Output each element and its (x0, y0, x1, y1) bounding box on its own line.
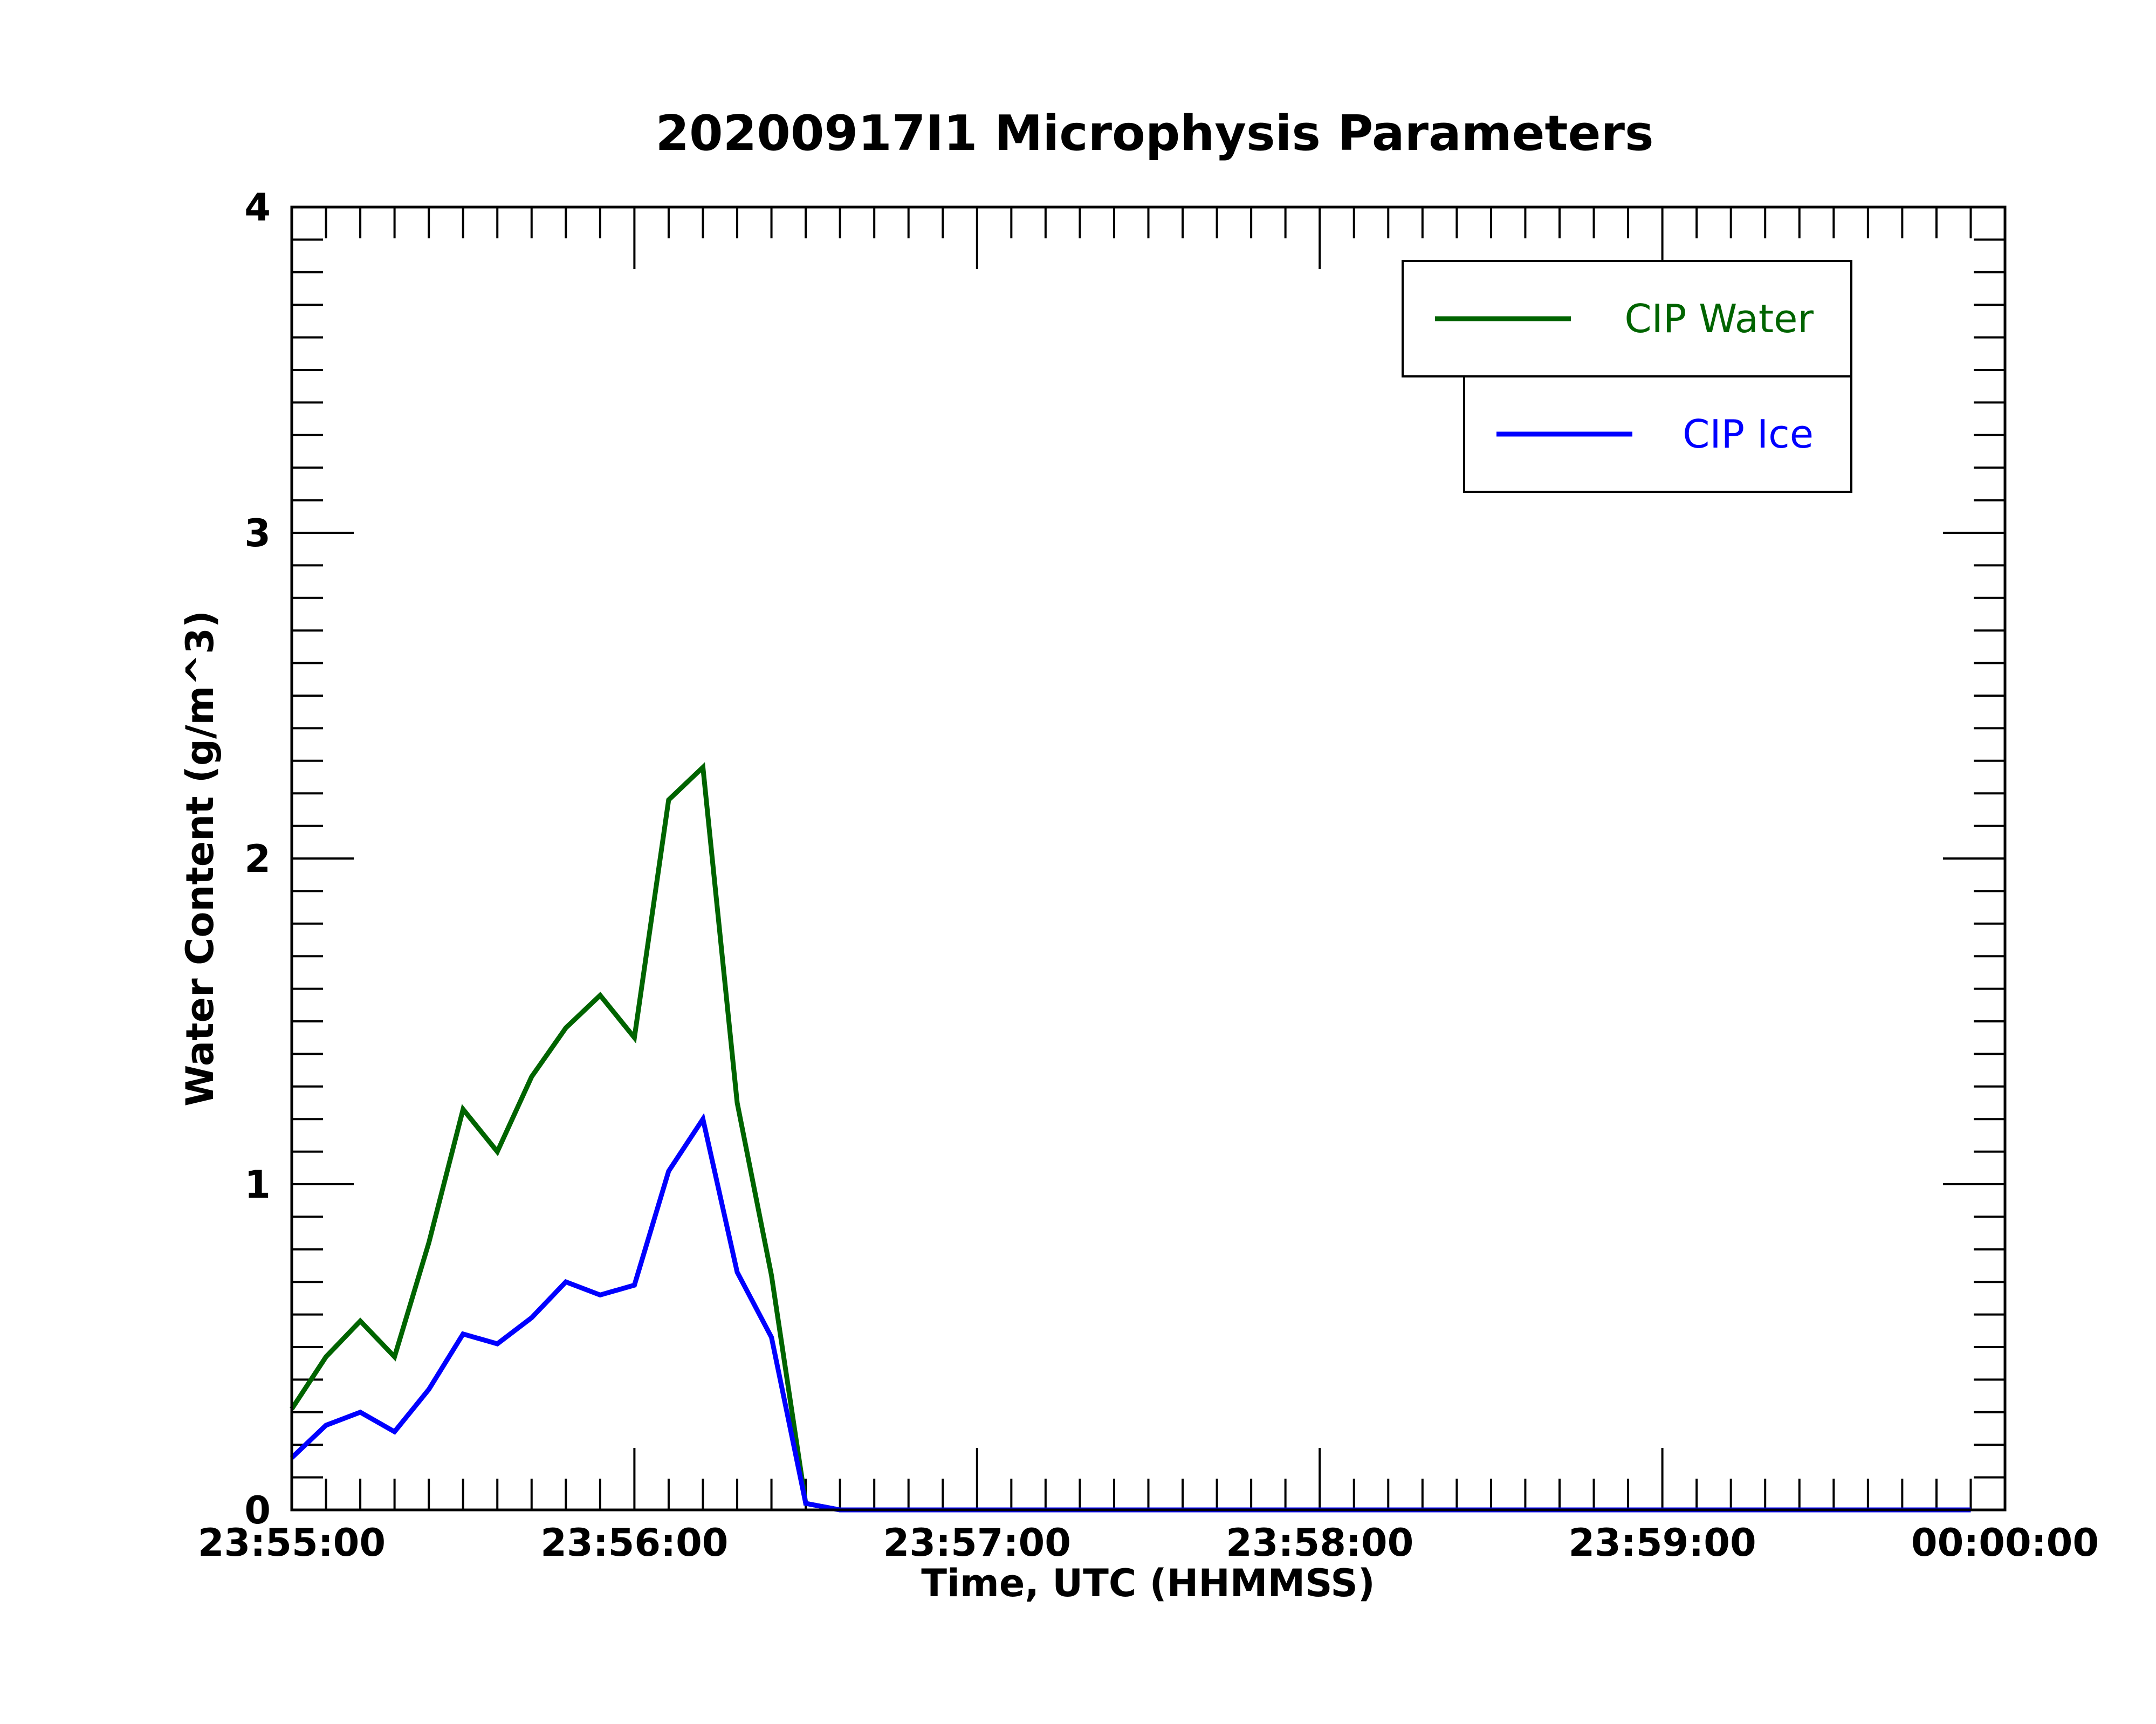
y-tick-label: 4 (244, 186, 271, 230)
x-axis-label: Time, UTC (HHMMSS) (921, 1561, 1375, 1605)
x-tick-label: 23:58:00 (1226, 1521, 1413, 1565)
y-tick-label: 3 (244, 511, 271, 555)
x-tick-label: 23:57:00 (883, 1521, 1071, 1565)
chart-title: 20200917I1 Microphysis Parameters (655, 105, 1653, 162)
y-axis-label: Water Content (g/m^3) (178, 610, 222, 1107)
plot-frame (290, 205, 2007, 1512)
legend: CIP Water CIP Ice (1402, 260, 1852, 493)
x-tick-label: 23:59:00 (1568, 1521, 1756, 1565)
y-tick-label: 0 (244, 1488, 271, 1533)
y-tick-label: 2 (244, 837, 271, 881)
tick-labels: 23:55:00 23:56:00 23:57:00 23:58:00 23:59:00… (198, 186, 2099, 1565)
x-tick-label: 23:55:00 (198, 1521, 386, 1565)
legend-label-cip-ice: CIP Ice (1683, 411, 1814, 457)
legend-label-cip-water: CIP Water (1624, 296, 1814, 341)
y-tick-label: 1 (244, 1163, 271, 1207)
x-tick-label: 23:56:00 (540, 1521, 728, 1565)
x-tick-label: 00:00:00 (1911, 1521, 2099, 1565)
